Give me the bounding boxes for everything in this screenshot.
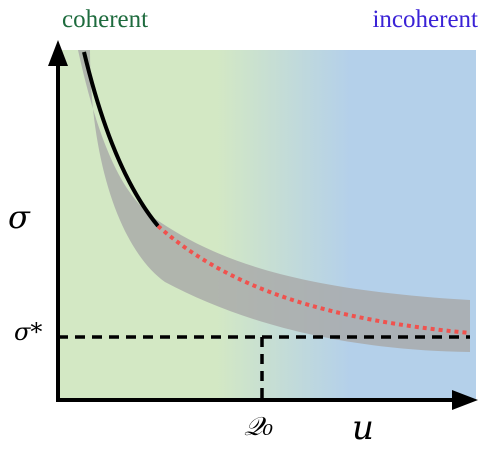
- y-axis-arrow: [48, 40, 68, 66]
- uncertainty-band: [78, 50, 470, 352]
- q0-label: 𝒬₀: [244, 412, 274, 442]
- x-axis-arrow: [452, 390, 478, 410]
- solid-curve: [82, 51, 160, 228]
- dotted-curve: [156, 224, 471, 335]
- y-axis-label: σ: [8, 198, 30, 236]
- x-axis-label: u: [352, 408, 374, 448]
- sigma-star-label: σ*: [14, 318, 43, 346]
- incoherent-region-label: incoherent: [372, 6, 478, 33]
- coherent-region-label: coherent: [62, 6, 149, 33]
